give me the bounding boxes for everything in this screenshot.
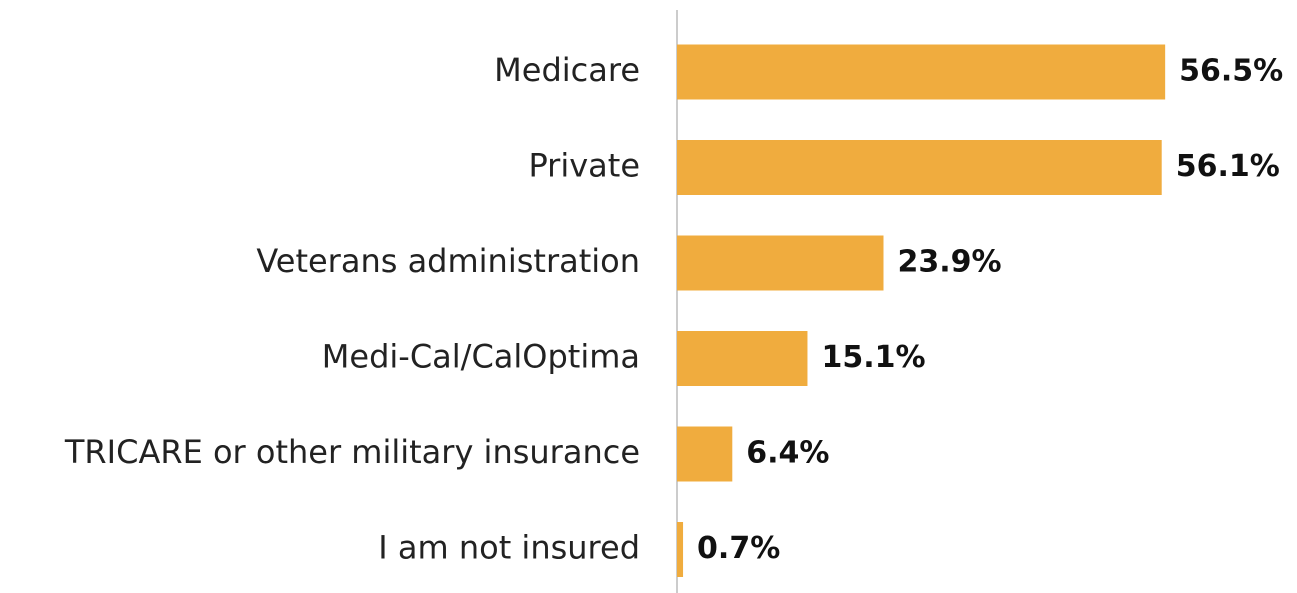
bar	[677, 235, 884, 291]
value-label: 56.5%	[1179, 54, 1283, 89]
bar	[677, 522, 684, 577]
value-label: 15.1%	[821, 340, 925, 375]
category-label: Medi-Cal/CalOptima	[322, 338, 640, 376]
value-label: 23.9%	[897, 245, 1001, 280]
bar	[677, 426, 733, 482]
category-label: TRICARE or other military insurance	[64, 433, 640, 471]
category-label: I am not insured	[378, 529, 640, 567]
bar	[677, 331, 808, 386]
bar	[677, 140, 1162, 195]
value-label: 6.4%	[746, 436, 829, 471]
value-label: 56.1%	[1176, 149, 1280, 184]
category-label: Medicare	[494, 51, 640, 89]
value-label: 0.7%	[697, 531, 780, 566]
category-label: Veterans administration	[256, 242, 640, 280]
category-label: Private	[528, 147, 640, 185]
bar	[677, 44, 1166, 100]
